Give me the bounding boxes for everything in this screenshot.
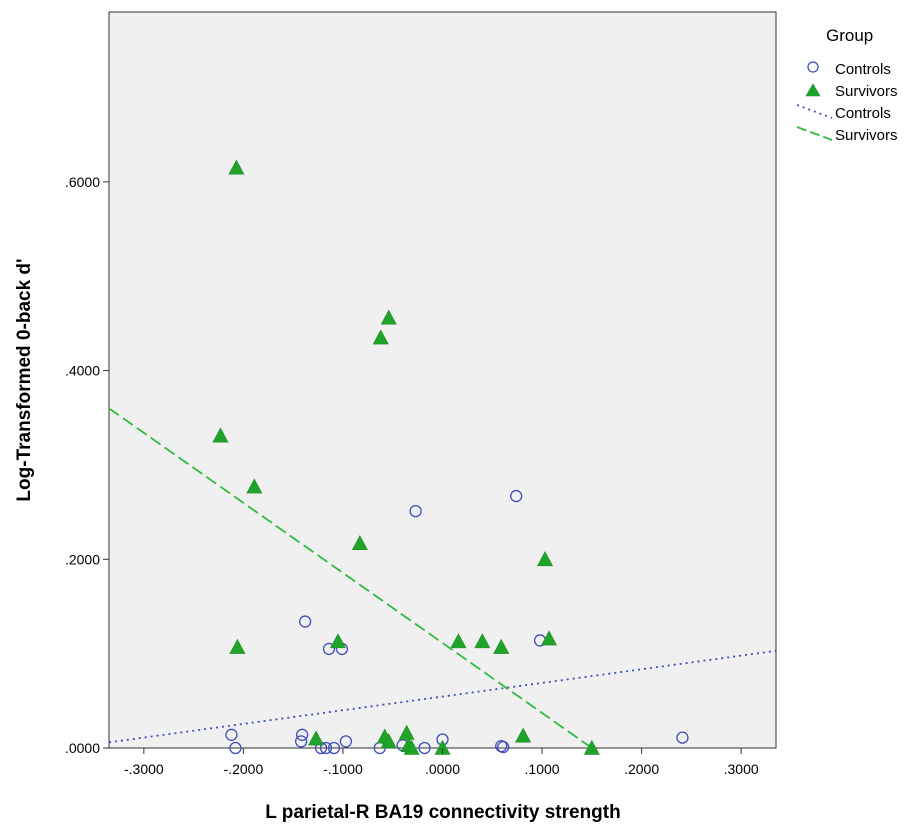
- x-tick-label: .1000: [525, 761, 560, 777]
- point-survivors: [228, 159, 245, 175]
- point-controls: [229, 741, 242, 755]
- point-controls: [319, 741, 333, 755]
- legend-survivors-marker-label: Survivors: [835, 83, 898, 100]
- y-tick-label: .0000: [65, 740, 100, 756]
- point-controls: [418, 741, 431, 755]
- x-tick-label: -.2000: [224, 761, 264, 777]
- x-tick-label: -.3000: [124, 761, 164, 777]
- point-controls: [339, 735, 353, 748]
- point-survivors: [515, 727, 532, 743]
- legend-survivors-marker: [805, 83, 821, 97]
- x-tick-label: .0000: [425, 761, 460, 777]
- y-axis-title: Log-Transformed 0-back d': [14, 258, 35, 501]
- point-survivors: [351, 535, 368, 551]
- point-controls: [327, 741, 341, 755]
- point-survivors: [398, 724, 415, 740]
- x-axis-title: L parietal-R BA19 connectivity strength: [265, 802, 620, 823]
- plot-area: [108, 11, 777, 749]
- point-controls: [497, 740, 510, 754]
- y-tick-label: .4000: [65, 363, 100, 379]
- point-controls: [676, 731, 689, 744]
- data-points: [212, 159, 689, 755]
- legend-controls-line-label: Controls: [835, 105, 891, 122]
- fit-lines: [108, 407, 777, 749]
- point-controls: [294, 735, 308, 748]
- point-survivors: [308, 730, 325, 746]
- fit-line-controls: [108, 649, 777, 744]
- point-survivors: [450, 633, 467, 649]
- point-survivors: [493, 638, 510, 654]
- point-controls: [298, 615, 312, 628]
- point-survivors: [246, 478, 263, 494]
- legend-controls-line: [796, 104, 833, 119]
- point-survivors: [537, 551, 554, 567]
- legend-controls-marker-label: Controls: [835, 61, 891, 78]
- point-controls: [295, 728, 309, 741]
- y-tick-label: .2000: [65, 551, 100, 567]
- point-survivors: [583, 739, 600, 755]
- x-tick-label: .2000: [624, 761, 659, 777]
- point-controls: [409, 505, 422, 518]
- x-tick-label: .3000: [724, 761, 759, 777]
- x-tick-label: -.1000: [323, 761, 363, 777]
- legend-title: Group: [826, 26, 873, 45]
- point-controls: [225, 728, 238, 741]
- point-survivors: [372, 329, 389, 345]
- point-survivors: [229, 638, 246, 654]
- legend-controls-marker: [807, 61, 819, 73]
- y-axis: .0000 .2000 .4000 .6000: [65, 174, 109, 756]
- point-survivors: [474, 633, 491, 649]
- fit-line-survivors: [108, 407, 593, 749]
- point-controls: [322, 642, 336, 656]
- legend-survivors-line: [796, 126, 833, 141]
- point-survivors: [212, 427, 229, 443]
- x-axis: -.3000 -.2000 -.1000 .0000 .1000 .2000 .3000: [124, 748, 759, 777]
- legend: Group Controls Survivors Controls Surviv…: [796, 26, 898, 144]
- point-survivors: [541, 630, 558, 646]
- legend-survivors-line-label: Survivors: [835, 127, 898, 144]
- point-survivors: [380, 309, 397, 325]
- point-survivors: [329, 633, 346, 649]
- point-survivors: [403, 739, 420, 755]
- point-controls: [510, 489, 523, 503]
- y-tick-label: .6000: [65, 174, 100, 190]
- point-survivors: [434, 739, 451, 755]
- point-survivors: [380, 733, 397, 749]
